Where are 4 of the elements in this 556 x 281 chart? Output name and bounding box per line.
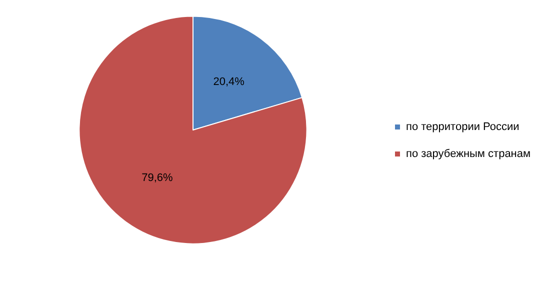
legend-label: по зарубежным странам [406,148,531,160]
data-label: 20,4% [213,76,245,88]
legend-label: по территории России [406,121,520,133]
data-label: 79,6% [142,172,173,184]
